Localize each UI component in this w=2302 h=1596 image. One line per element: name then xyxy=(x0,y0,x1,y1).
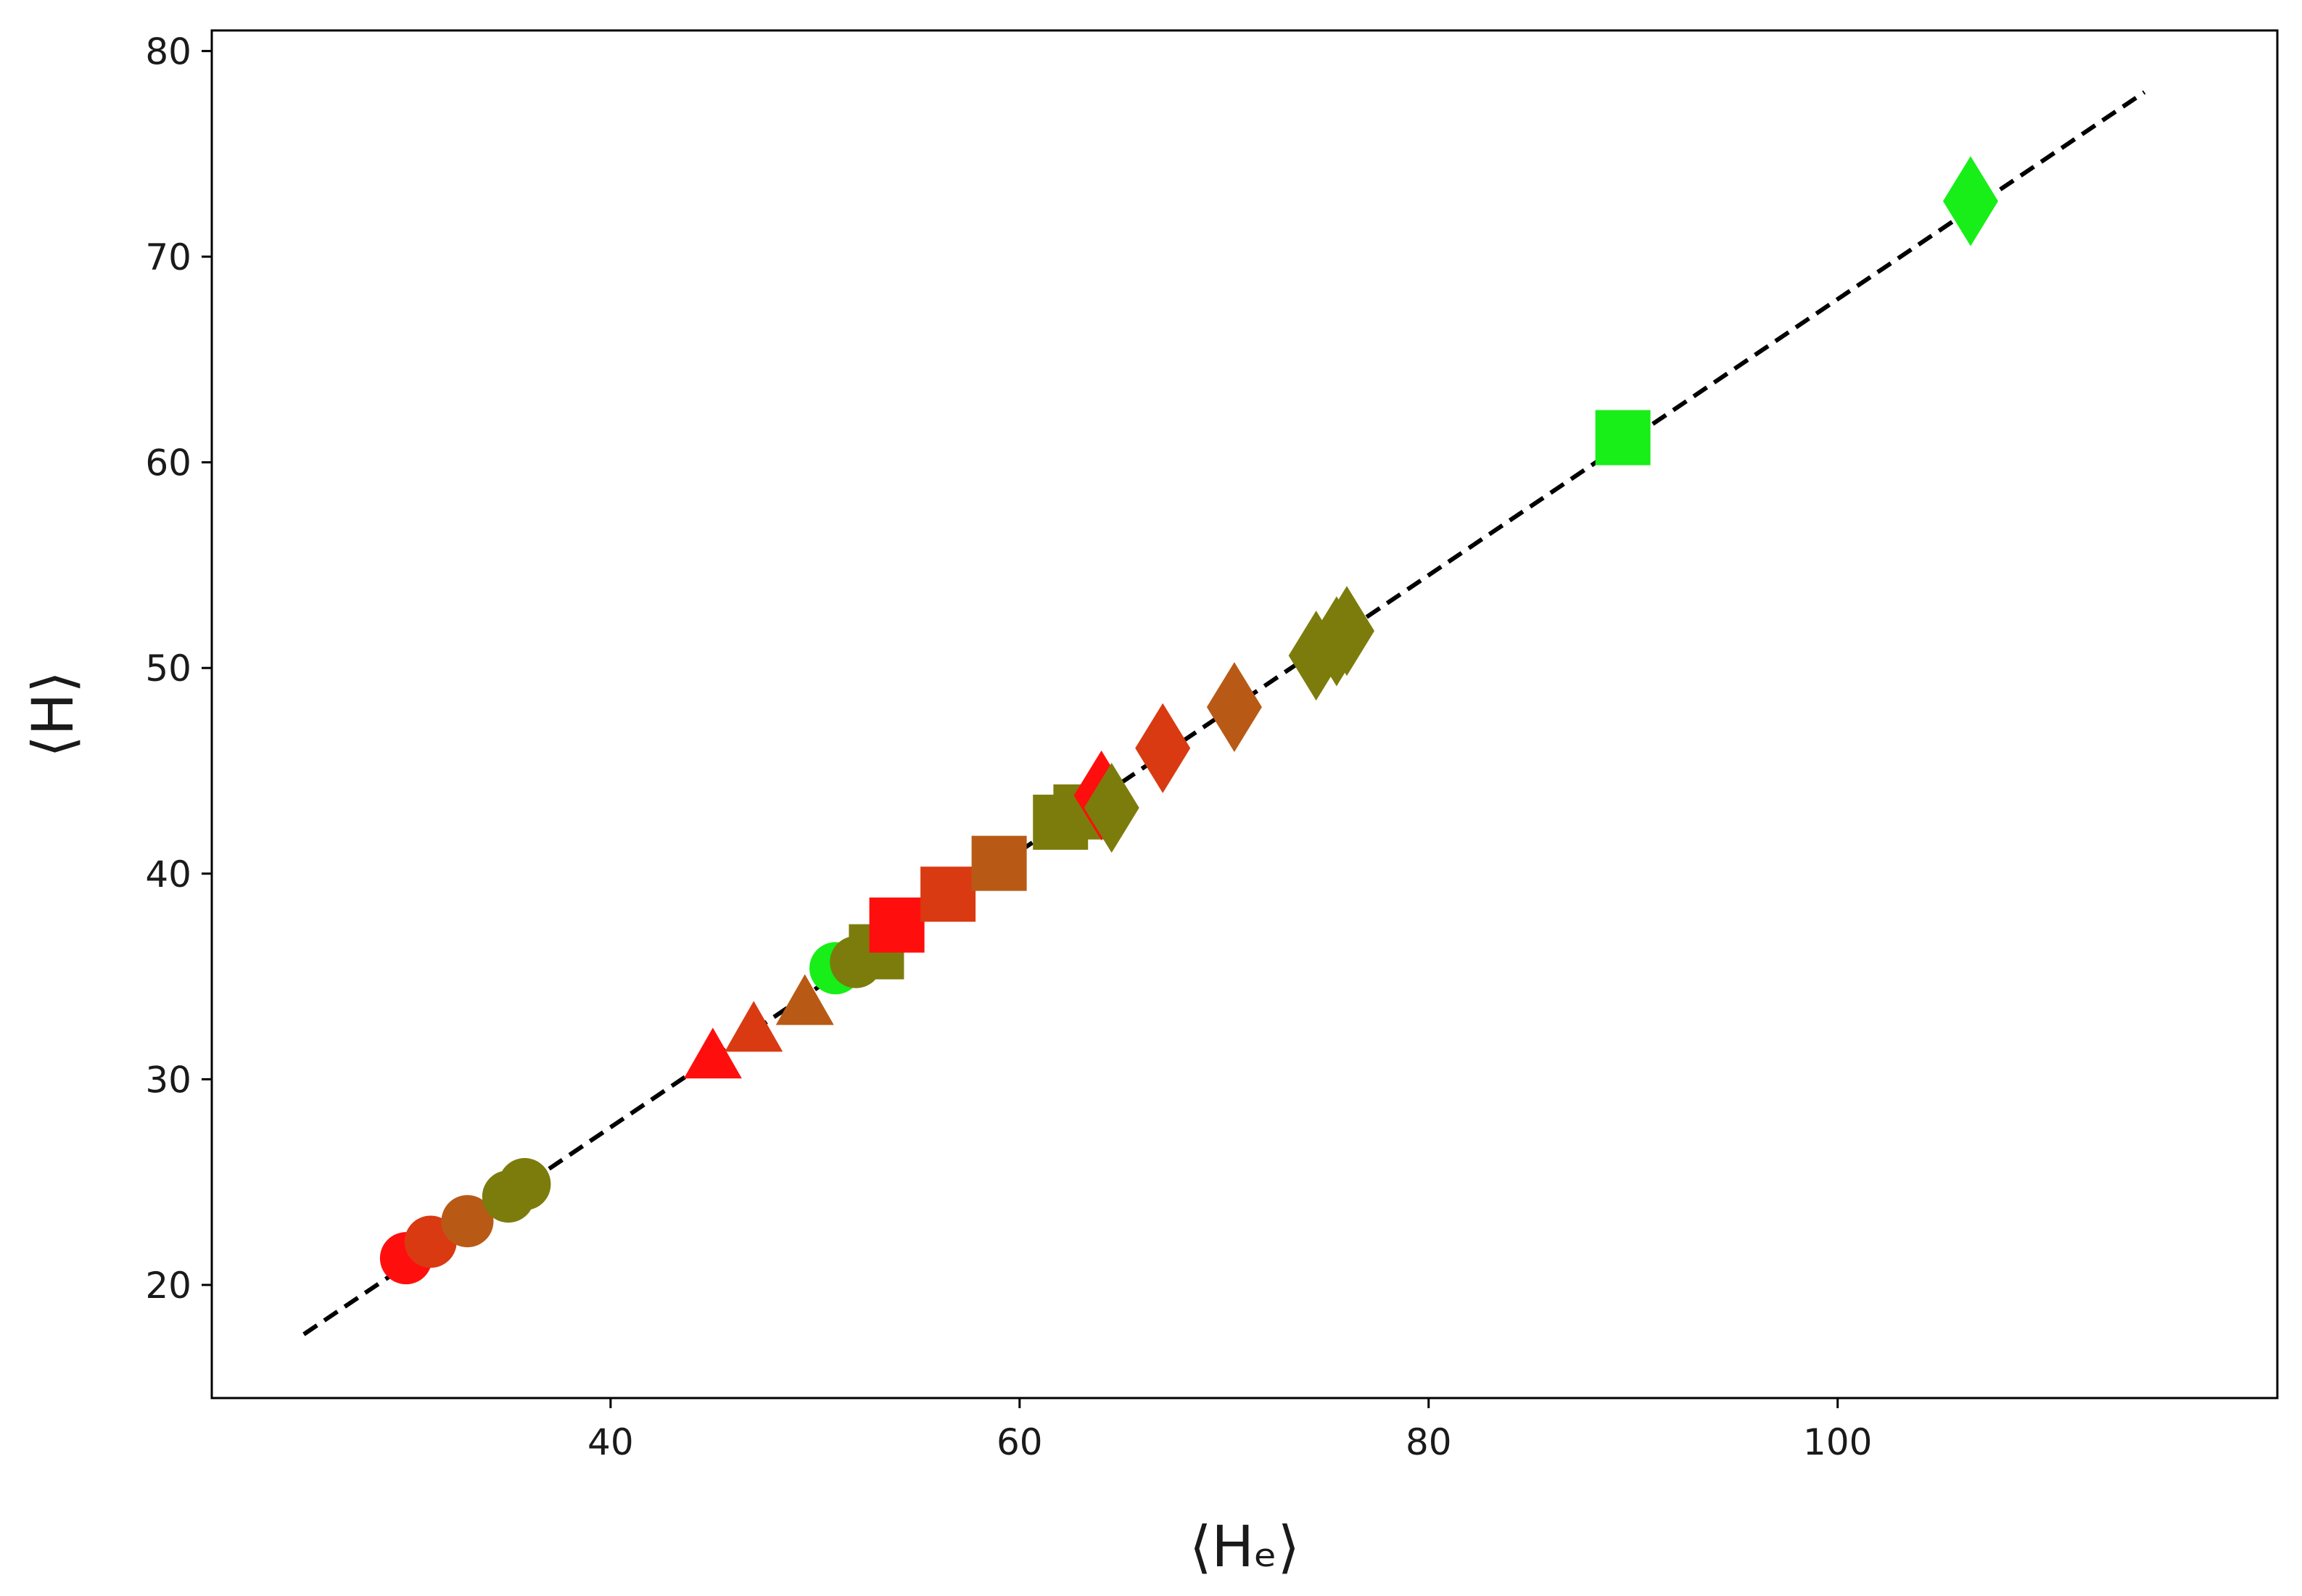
axes-group: 40 60 80 100 20 30 40 50 60 70 80 ⟨Hₑ⟩ ⟨H⟩ xyxy=(21,29,2279,1580)
y-tick-label: 80 xyxy=(145,30,191,73)
data-point-13 xyxy=(920,867,976,922)
y-tick-label: 60 xyxy=(145,442,191,484)
x-tick-label: 40 xyxy=(587,1421,634,1463)
data-points-group xyxy=(379,156,1999,1285)
data-point-19 xyxy=(1135,703,1191,793)
x-tick-label: 60 xyxy=(997,1421,1043,1463)
plot-frame xyxy=(210,29,2279,1399)
data-point-12 xyxy=(869,897,925,953)
y-tick-label: 70 xyxy=(145,236,191,278)
y-tick-label: 50 xyxy=(145,648,191,690)
data-point-14 xyxy=(971,835,1027,891)
data-point-20 xyxy=(1206,662,1262,753)
data-point-6 xyxy=(683,1028,742,1079)
data-point-8 xyxy=(775,974,834,1025)
data-point-25 xyxy=(1943,156,1999,247)
data-point-23 xyxy=(1319,586,1374,677)
data-point-24 xyxy=(1595,410,1651,466)
y-tick-label: 40 xyxy=(145,853,191,896)
data-point-3 xyxy=(441,1195,494,1248)
x-tick-label: 80 xyxy=(1406,1421,1452,1463)
data-point-5 xyxy=(498,1158,551,1211)
x-tick-label: 100 xyxy=(1803,1421,1872,1463)
x-axis-label: ⟨Hₑ⟩ xyxy=(1189,1515,1300,1580)
data-point-18 xyxy=(1084,763,1139,853)
y-tick-label: 20 xyxy=(145,1265,191,1307)
data-point-7 xyxy=(725,1001,783,1052)
y-tick-label: 30 xyxy=(145,1059,191,1101)
y-axis-label: ⟨H⟩ xyxy=(21,671,86,758)
